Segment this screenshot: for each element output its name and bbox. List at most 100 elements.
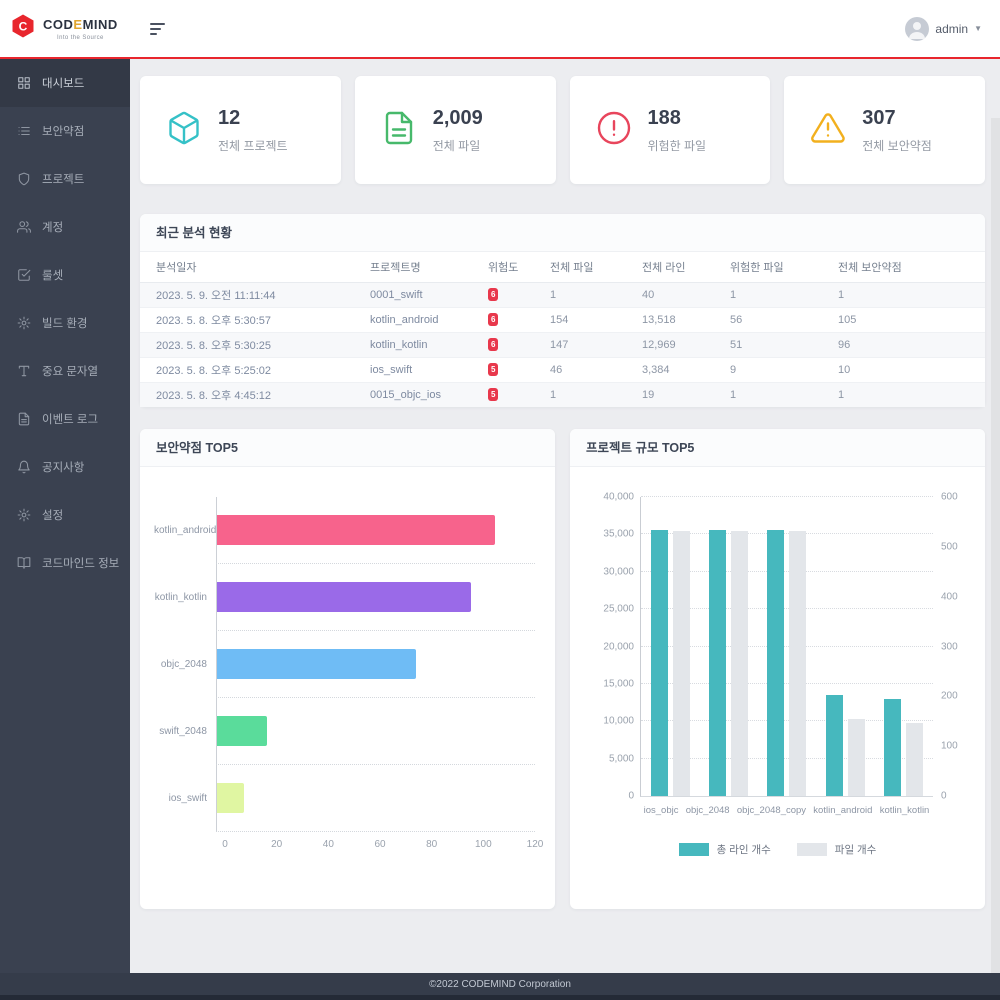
accent-line <box>0 57 1000 59</box>
table-row[interactable]: 2023. 5. 8. 오후 5:25:02 ios_swift 5 46 3,384 9… <box>140 357 985 382</box>
right-axis-tick-label: 600 <box>941 491 958 503</box>
table-row[interactable]: 2023. 5. 8. 오후 5:30:57 kotlin_android 6 154… <box>140 307 985 332</box>
cell-risky-files: 1 <box>730 288 737 301</box>
sidebar-item-label: 코드마인드 정보 <box>42 558 120 570</box>
risk-badge: 6 <box>488 338 499 351</box>
cell-date: 2023. 5. 8. 오후 5:30:25 <box>156 339 272 352</box>
cog-icon <box>17 316 31 330</box>
cell-lines: 19 <box>642 388 655 401</box>
x-tick-label: 100 <box>474 839 492 850</box>
vbar-category-label: ios_objc <box>643 805 679 816</box>
vbar-category-label: objc_2048 <box>685 805 730 816</box>
vbar-group-kotlin_kotlin <box>884 497 924 796</box>
svg-text:C: C <box>19 20 28 34</box>
weakness-top5-card: 보안약점 TOP5 kotlin_android kotlin_kotlin obj… <box>140 429 555 909</box>
x-tick-label: 80 <box>426 839 438 850</box>
cell-weaknesses: 105 <box>838 313 857 326</box>
hamburger-icon <box>150 22 165 25</box>
left-axis-tick-label: 30,000 <box>603 566 634 578</box>
left-axis-tick-label: 35,000 <box>603 528 634 540</box>
cell-project: kotlin_kotlin <box>370 338 428 351</box>
vertical-scrollbar[interactable] <box>991 118 1000 973</box>
file-text-icon <box>381 110 417 151</box>
cell-project: ios_swift <box>370 363 413 376</box>
check-square-icon <box>17 268 31 282</box>
hbar-row: kotlin_android <box>154 497 535 564</box>
bell-icon <box>17 460 31 474</box>
right-axis-tick-label: 0 <box>941 790 947 802</box>
project-size-top5-chart: 0 5,000 10,000 15,000 20,000 25,000 30,000 35,0… <box>570 467 985 857</box>
cell-risky-files: 9 <box>730 363 737 376</box>
file-text-icon <box>17 412 31 426</box>
x-tick-label: 120 <box>526 839 544 850</box>
stat-card-alert-circle[interactable]: 188 위험한 파일 <box>569 76 771 184</box>
stat-cards: 12 전체 프로젝트 2,009 전체 파일 188 위험한 파일 307 전체 보안약점 <box>140 76 985 184</box>
brand-tagline: Into the Source <box>57 35 104 41</box>
left-axis-tick-label: 0 <box>628 790 634 802</box>
table-row[interactable]: 2023. 5. 8. 오후 5:30:25 kotlin_kotlin 6 147 1… <box>140 332 985 357</box>
stat-card-file-text[interactable]: 2,009 전체 파일 <box>354 76 556 184</box>
stat-text: 2,009 전체 파일 <box>433 107 483 154</box>
sidebar-item-label: 빌드 환경 <box>42 318 88 330</box>
left-axis-tick-label: 20,000 <box>603 641 634 652</box>
sidebar-item-label: 룰셋 <box>42 270 64 282</box>
stat-label: 위험한 파일 <box>647 138 707 153</box>
hbar-track <box>216 765 535 832</box>
hbar-track <box>216 631 535 698</box>
sidebar-item-dashboard[interactable]: 대시보드 <box>0 59 130 107</box>
cell-files: 46 <box>550 363 563 376</box>
stat-value: 188 <box>647 106 681 129</box>
cube-icon <box>166 110 202 151</box>
risk-badge: 5 <box>488 388 499 402</box>
sidebar-item-list[interactable]: 보안약점 <box>0 107 130 155</box>
stat-card-cube[interactable]: 12 전체 프로젝트 <box>140 76 341 184</box>
user-menu[interactable]: admin ▼ <box>905 16 982 41</box>
cell-date: 2023. 5. 8. 오후 5:25:02 <box>156 364 272 377</box>
hbar-category-label: objc_2048 <box>160 659 207 670</box>
user-label: admin <box>935 21 969 36</box>
sidebar-item-users[interactable]: 계정 <box>0 203 130 251</box>
sidebar-item-shield[interactable]: 프로젝트 <box>0 155 130 203</box>
table-row[interactable]: 2023. 5. 9. 오전 11:11:44 0001_swift 6 1 40 1 1 <box>140 282 985 307</box>
left-axis-tick-label: 15,000 <box>603 678 634 690</box>
cell-project: 0001_swift <box>370 288 423 301</box>
users-icon <box>17 220 31 234</box>
sidebar-item-type[interactable]: 중요 문자열 <box>0 347 130 395</box>
legend-label: 파일 개수 <box>834 844 877 856</box>
sidebar-toggle-button[interactable] <box>144 17 171 41</box>
cell-lines: 3,384 <box>642 363 670 376</box>
left-axis-tick-label: 5,000 <box>608 753 634 765</box>
hbar-row: ios_swift <box>154 765 535 832</box>
brand-name: CODEMIND <box>43 17 118 32</box>
hbar-row: swift_2048 <box>154 698 535 765</box>
legend-swatch <box>678 843 709 856</box>
avatar <box>905 16 930 41</box>
sidebar-item-bell[interactable]: 공지사항 <box>0 443 130 491</box>
chevron-down-icon: ▼ <box>974 24 982 33</box>
list-icon <box>17 124 31 138</box>
column-header: 위험도 <box>480 252 542 283</box>
cell-risk: 6 <box>480 307 542 332</box>
logo[interactable]: C CODEMIND Into the Source <box>0 13 130 44</box>
sidebar-item-gear[interactable]: 설정 <box>0 491 130 539</box>
sidebar-item-check-square[interactable]: 룰셋 <box>0 251 130 299</box>
stat-card-alert-triangle[interactable]: 307 전체 보안약점 <box>784 76 985 184</box>
sidebar-item-cog[interactable]: 빌드 환경 <box>0 299 130 347</box>
stat-value: 2,009 <box>432 106 483 129</box>
cell-files: 154 <box>550 313 569 326</box>
x-tick-label: 40 <box>322 839 334 850</box>
sidebar-item-file-text[interactable]: 이벤트 로그 <box>0 395 130 443</box>
sidebar-item-book[interactable]: 코드마인드 정보 <box>0 539 130 587</box>
file-count-bar <box>906 722 924 796</box>
cell-risky-files: 1 <box>730 388 737 401</box>
vbar-groups <box>641 497 933 796</box>
recent-analysis-table: 분석일자 프로젝트명 위험도 전체 파일 전체 라인 위험한 파일 전체 보안약점 2023… <box>140 252 985 407</box>
project-size-top5-card: 프로젝트 규모 TOP5 0 5,000 10,000 15,000 20,000 25,… <box>570 429 985 909</box>
cell-files: 1 <box>550 388 557 401</box>
vbar-category-label: kotlin_android <box>813 805 873 816</box>
table-row[interactable]: 2023. 5. 8. 오후 4:45:12 0015_objc_ios 5 1 19 1… <box>140 382 985 407</box>
cell-risk: 5 <box>480 382 542 407</box>
column-header: 프로젝트명 <box>362 252 480 283</box>
book-icon <box>17 556 31 570</box>
